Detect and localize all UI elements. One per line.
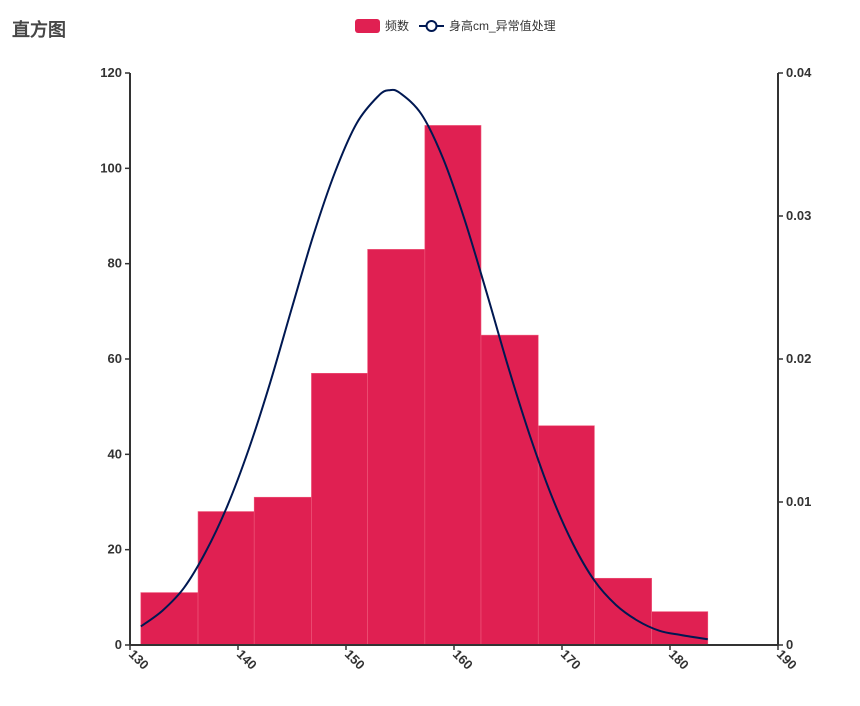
y-left-tick-label: 80 [108,256,122,271]
histogram-bar[interactable] [537,425,595,646]
x-tick-label: 170 [558,647,584,673]
histogram-bar[interactable] [140,592,199,646]
y-right-tick-label: 0 [786,637,793,652]
histogram-bar[interactable] [253,496,312,646]
histogram-bar[interactable] [367,249,426,646]
chart-title: 直方图 [12,20,66,40]
y-right-tick-label: 0.01 [786,494,811,509]
legend-bar-label: 频数 [385,18,409,33]
y-left-tick-label: 60 [108,351,122,366]
histogram-bar[interactable] [311,372,368,646]
x-tick-label: 130 [126,647,152,673]
histogram-bar[interactable] [424,125,482,646]
y-left-tick-label: 20 [108,542,122,557]
legend-line-marker-icon [425,20,438,32]
legend-item-line[interactable]: 身高cm_异常值处理 [419,18,556,33]
legend-line-label: 身高cm_异常值处理 [449,18,556,33]
x-tick-label: 190 [774,647,800,673]
y-left-tick-label: 40 [108,446,122,461]
x-tick-label: 150 [342,647,368,673]
x-tick-label: 160 [450,647,476,673]
y-right-tick-label: 0.02 [786,351,811,366]
curve-layer [140,88,708,641]
legend-bar-swatch-icon [355,19,380,33]
y-left-tick-label: 100 [100,160,122,175]
x-tick-label: 140 [234,647,260,673]
y-left-tick-label: 120 [100,65,122,80]
y-left-tick-label: 0 [115,637,122,652]
histogram-bar[interactable] [197,511,255,646]
bars-layer [140,125,709,646]
histogram-bar[interactable] [651,611,709,646]
legend-item-bar[interactable]: 频数 [355,18,409,33]
histogram-bar[interactable] [480,334,539,646]
y-right-tick-label: 0.03 [786,208,811,223]
legend[interactable]: 频数 身高cm_异常值处理 [355,18,556,33]
density-curve-line[interactable] [140,88,708,641]
x-tick-label: 180 [666,647,692,673]
y-right-tick-label: 0.04 [786,65,812,80]
